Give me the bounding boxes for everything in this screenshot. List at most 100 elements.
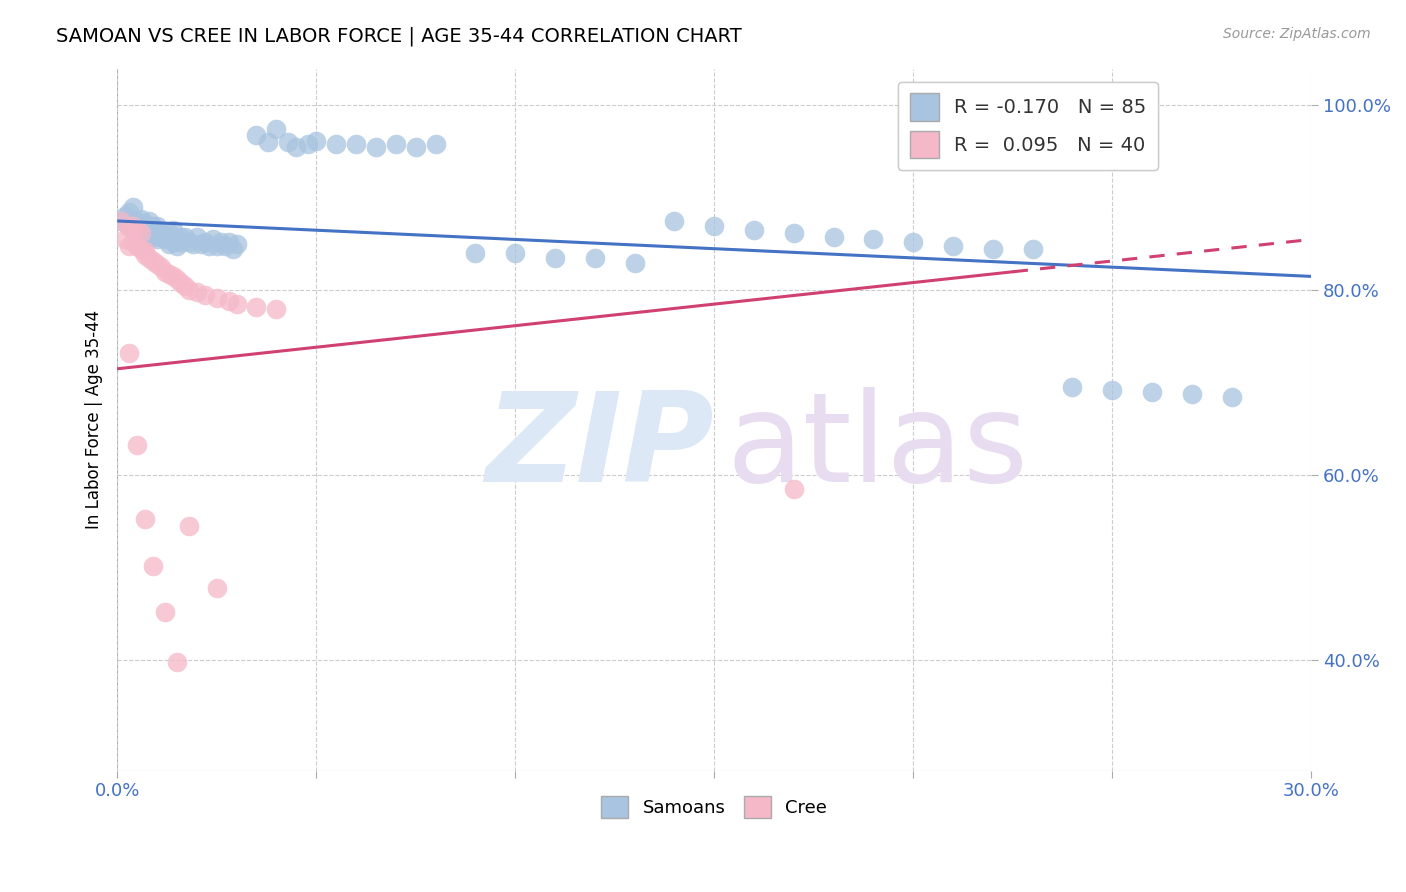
Point xyxy=(503,246,526,260)
Point xyxy=(266,301,288,316)
Point xyxy=(425,137,447,152)
Point xyxy=(134,219,156,233)
Point xyxy=(177,235,200,250)
Point xyxy=(285,140,308,154)
Point xyxy=(129,220,152,235)
Point xyxy=(162,223,184,237)
Point xyxy=(942,239,965,253)
Point xyxy=(114,210,136,224)
Point xyxy=(214,239,236,253)
Point xyxy=(194,288,217,302)
Point xyxy=(177,519,200,533)
Point xyxy=(146,257,169,271)
Point xyxy=(127,223,149,237)
Point xyxy=(173,229,195,244)
Legend: Samoans, Cree: Samoans, Cree xyxy=(595,789,834,825)
Point xyxy=(118,219,141,233)
Point xyxy=(225,237,247,252)
Point xyxy=(138,251,160,265)
Point xyxy=(221,242,243,256)
Point xyxy=(122,200,145,214)
Point xyxy=(153,605,176,619)
Point xyxy=(266,121,288,136)
Point xyxy=(297,137,319,152)
Point xyxy=(146,232,169,246)
Point xyxy=(153,232,176,246)
Point xyxy=(142,219,165,233)
Point xyxy=(225,297,247,311)
Point xyxy=(364,140,387,154)
Point xyxy=(385,137,408,152)
Point xyxy=(583,251,606,265)
Text: Source: ZipAtlas.com: Source: ZipAtlas.com xyxy=(1223,27,1371,41)
Point xyxy=(783,226,806,240)
Point xyxy=(134,223,156,237)
Point xyxy=(153,265,176,279)
Point xyxy=(190,237,212,252)
Point xyxy=(134,248,156,262)
Point xyxy=(742,223,765,237)
Point xyxy=(114,232,136,246)
Point xyxy=(127,239,149,253)
Point xyxy=(162,269,184,284)
Point xyxy=(981,242,1004,256)
Point xyxy=(464,246,486,260)
Point xyxy=(1220,390,1243,404)
Point xyxy=(205,581,228,595)
Point xyxy=(194,235,217,250)
Point xyxy=(122,235,145,250)
Point xyxy=(142,558,165,573)
Point xyxy=(127,227,149,242)
Point xyxy=(118,204,141,219)
Point xyxy=(1021,242,1043,256)
Point xyxy=(186,229,208,244)
Point xyxy=(245,128,267,142)
Point xyxy=(127,214,149,228)
Y-axis label: In Labor Force | Age 35-44: In Labor Force | Age 35-44 xyxy=(86,310,103,529)
Text: atlas: atlas xyxy=(725,387,1028,508)
Point xyxy=(129,242,152,256)
Point xyxy=(209,235,232,250)
Point xyxy=(138,226,160,240)
Point xyxy=(129,212,152,227)
Point xyxy=(783,482,806,496)
Point xyxy=(134,217,156,231)
Point xyxy=(110,214,132,228)
Point xyxy=(405,140,427,154)
Text: SAMOAN VS CREE IN LABOR FORCE | AGE 35-44 CORRELATION CHART: SAMOAN VS CREE IN LABOR FORCE | AGE 35-4… xyxy=(56,27,742,46)
Point xyxy=(305,134,328,148)
Point xyxy=(134,244,156,259)
Point xyxy=(166,239,188,253)
Point xyxy=(142,229,165,244)
Point xyxy=(142,253,165,268)
Point xyxy=(1062,380,1084,394)
Point xyxy=(981,110,1004,124)
Point xyxy=(157,267,180,281)
Point xyxy=(218,294,240,309)
Point xyxy=(170,276,193,290)
Point xyxy=(664,214,686,228)
Point xyxy=(134,512,156,526)
Point xyxy=(166,272,188,286)
Point xyxy=(149,226,172,240)
Point xyxy=(257,136,280,150)
Point xyxy=(205,239,228,253)
Point xyxy=(166,232,188,246)
Point xyxy=(162,235,184,250)
Point xyxy=(703,219,725,233)
Point xyxy=(146,226,169,240)
Point xyxy=(138,214,160,228)
Point xyxy=(146,219,169,233)
Point xyxy=(118,220,141,235)
Point xyxy=(245,300,267,314)
Point xyxy=(166,655,188,669)
Point xyxy=(142,223,165,237)
Point xyxy=(862,232,884,246)
Point xyxy=(110,214,132,228)
Point xyxy=(197,239,219,253)
Point xyxy=(127,232,149,246)
Text: ZIP: ZIP xyxy=(485,387,714,508)
Point xyxy=(181,237,204,252)
Point xyxy=(325,137,347,152)
Point xyxy=(134,229,156,244)
